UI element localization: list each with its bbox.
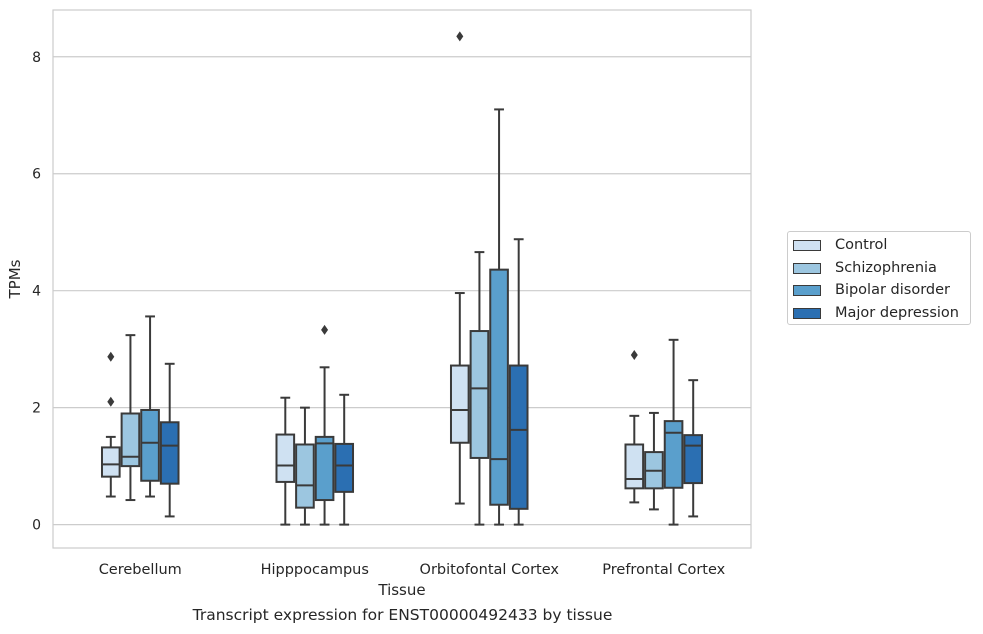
box-bipolar-disorder [489, 108, 509, 526]
outlier-point [630, 350, 638, 361]
box-iqr [663, 420, 684, 489]
box-iqr [508, 364, 529, 510]
box-iqr [314, 435, 335, 502]
y-axis-label: TPMs [6, 259, 24, 299]
legend-swatch [793, 239, 821, 251]
x-tick-label: Cerebellum [99, 562, 182, 578]
box-major-depression [334, 393, 355, 526]
plot-frame [52, 9, 752, 549]
legend-label: Schizophrenia [835, 260, 937, 276]
outlier-point [321, 324, 329, 335]
legend-item-schizophrenia: Schizophrenia [793, 259, 937, 277]
legend-label: Major depression [835, 305, 959, 321]
box-schizophrenia [295, 406, 315, 526]
box-schizophrenia [120, 334, 141, 502]
y-tick-label: 4 [32, 284, 41, 300]
x-tick-label: Hipppocampus [261, 562, 369, 578]
legend-label: Bipolar disorder [835, 282, 950, 298]
legend-item-major-depression: Major depression [793, 304, 959, 322]
y-tick-label: 6 [32, 167, 41, 183]
box-bipolar-disorder [140, 315, 160, 498]
box-iqr [683, 434, 704, 485]
chart-caption: Transcript expression for ENST0000049243… [192, 606, 613, 624]
legend-item-bipolar: Bipolar disorder [793, 281, 950, 299]
box-iqr [489, 268, 509, 506]
box-control [449, 31, 470, 505]
box-control [624, 350, 645, 504]
box-iqr [295, 443, 315, 509]
outlier-point [107, 351, 115, 362]
box-series [100, 31, 704, 526]
outlier-point [107, 396, 115, 407]
y-tick-labels: 0 2 4 6 8 [32, 50, 41, 534]
legend-swatch [793, 262, 821, 274]
y-tick-label: 2 [32, 401, 41, 417]
box-iqr [140, 408, 160, 482]
x-axis-label: Tissue [377, 581, 425, 599]
box-iqr [624, 443, 645, 490]
legend-item-control: Control [793, 236, 887, 254]
legend-swatch [793, 284, 821, 296]
box-iqr [469, 330, 490, 459]
box-iqr [275, 433, 296, 483]
y-tick-label: 8 [32, 50, 41, 66]
x-tick-label: Prefrontal Cortex [602, 562, 725, 578]
box-iqr [100, 446, 121, 478]
box-bipolar-disorder [314, 324, 335, 526]
legend-swatch [793, 307, 821, 319]
x-tick-labels: Cerebellum Hipppocampus Orbitofontal Corte… [99, 562, 726, 578]
box-major-depression [508, 238, 529, 526]
box-major-depression [159, 362, 180, 518]
box-bipolar-disorder [663, 338, 684, 526]
box-schizophrenia [469, 251, 490, 526]
legend: Control Schizophrenia Bipolar disorder M… [787, 231, 971, 325]
outlier-point [456, 31, 464, 42]
box-iqr [159, 421, 180, 485]
box-major-depression [683, 379, 704, 518]
box-control [100, 351, 121, 498]
box-schizophrenia [644, 411, 664, 511]
box-iqr [120, 412, 141, 468]
box-iqr [449, 364, 470, 444]
legend-label: Control [835, 237, 888, 253]
box-iqr [334, 442, 355, 493]
box-control [275, 396, 296, 526]
x-tick-label: Orbitofontal Cortex [420, 562, 560, 578]
y-tick-label: 0 [32, 518, 41, 534]
